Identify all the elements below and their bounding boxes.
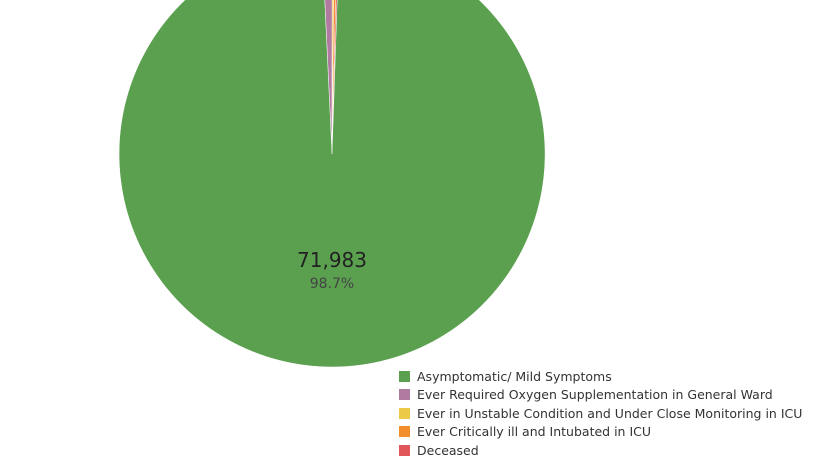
legend-item[interactable]: Deceased (399, 441, 802, 460)
legend-swatch (399, 444, 410, 456)
legend-swatch (399, 389, 410, 401)
legend-label: Asymptomatic/ Mild Symptoms (417, 368, 612, 384)
legend: Asymptomatic/ Mild Symptoms Ever Required… (399, 367, 802, 460)
legend-label: Ever Required Oxygen Supplementation in … (417, 387, 773, 403)
legend-swatch (399, 407, 410, 419)
legend-item[interactable]: Asymptomatic/ Mild Symptoms (399, 367, 802, 386)
slice-percent-label: 98.7% (309, 276, 355, 292)
legend-label: Ever Critically ill and Intubated in ICU (417, 424, 652, 440)
legend-item[interactable]: Ever in Unstable Condition and Under Clo… (399, 404, 802, 423)
legend-label: Ever in Unstable Condition and Under Clo… (417, 405, 803, 421)
legend-swatch (399, 426, 410, 438)
legend-swatch (399, 370, 410, 382)
legend-label: Deceased (417, 442, 479, 458)
legend-item[interactable]: Ever Critically ill and Intubated in ICU (399, 423, 802, 442)
slice-value-label: 71,983 (297, 248, 367, 272)
pie-slice-0[interactable] (118, 0, 546, 368)
legend-item[interactable]: Ever Required Oxygen Supplementation in … (399, 386, 802, 405)
